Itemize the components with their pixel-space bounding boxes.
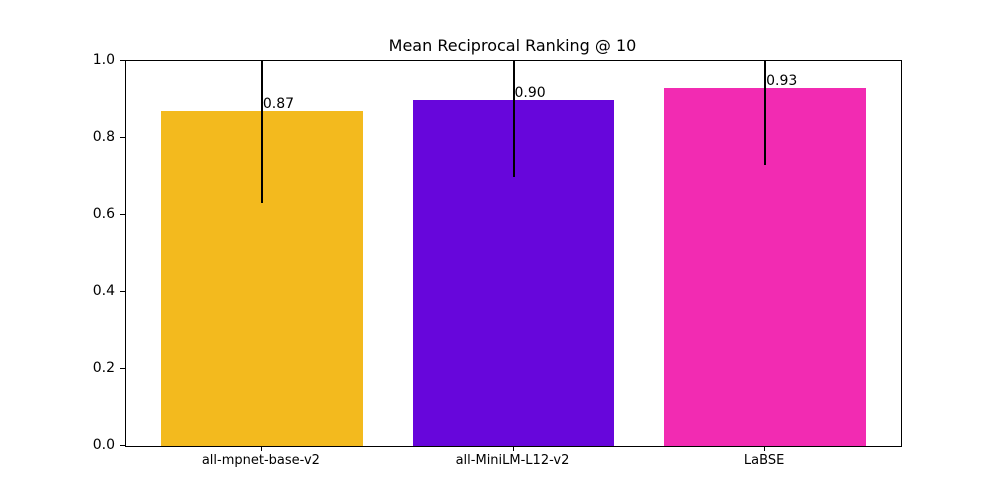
error-bar xyxy=(764,61,767,165)
y-tick-label: 1.0 xyxy=(92,52,115,68)
y-tick-mark xyxy=(120,368,125,369)
y-tick-label: 0.4 xyxy=(92,283,115,299)
x-tick-mark xyxy=(260,446,262,451)
x-tick-mark xyxy=(764,446,766,451)
y-tick-label: 0.2 xyxy=(92,360,115,376)
y-tick-label: 0.8 xyxy=(92,129,115,145)
y-tick-mark xyxy=(120,291,125,292)
y-tick-mark xyxy=(120,137,125,138)
y-tick-mark xyxy=(120,214,125,215)
bar-value-label: 0.90 xyxy=(514,84,546,101)
error-bar xyxy=(512,61,515,177)
y-tick-mark xyxy=(120,445,125,446)
error-bar xyxy=(260,61,263,204)
x-tick-label: all-MiniLM-L12-v2 xyxy=(455,453,570,468)
x-tick-label: all-mpnet-base-v2 xyxy=(201,453,320,468)
y-tick-mark xyxy=(120,60,125,61)
y-tick-label: 0.0 xyxy=(92,437,115,453)
y-tick-label: 0.6 xyxy=(92,206,115,222)
bar-value-label: 0.87 xyxy=(262,96,295,113)
plot-area: 0.87 0.90 0.93 xyxy=(125,60,902,447)
x-tick-mark xyxy=(512,446,514,451)
x-tick-label: LaBSE xyxy=(743,453,785,468)
chart-title: Mean Reciprocal Ranking @ 10 xyxy=(388,36,637,55)
bar-value-label: 0.93 xyxy=(766,72,798,89)
